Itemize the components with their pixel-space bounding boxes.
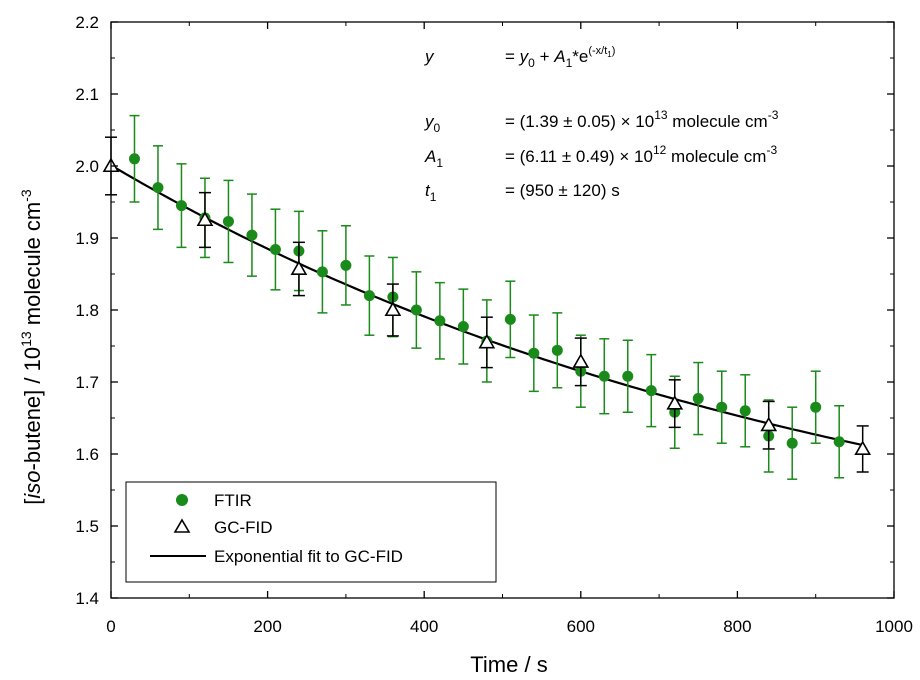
gcfid-point bbox=[384, 301, 402, 317]
ftir-point bbox=[551, 344, 563, 356]
x-tick-label: 800 bbox=[723, 617, 751, 636]
annotation-a1-value: = (6.11 ± 0.49) × 1012 molecule cm-3 bbox=[505, 143, 777, 166]
ftir-point bbox=[833, 436, 845, 448]
legend: FTIR GC-FID Exponential fit to GC-FID bbox=[125, 481, 497, 583]
y-tick-label: 1.7 bbox=[75, 373, 99, 392]
ftir-point bbox=[622, 370, 634, 382]
ftir-point bbox=[128, 153, 140, 165]
ftir-point bbox=[316, 266, 328, 278]
legend-gcfid-label: GC-FID bbox=[214, 518, 273, 537]
y-tick-label: 2.1 bbox=[75, 85, 99, 104]
ftir-point bbox=[175, 200, 187, 212]
gcfid-series bbox=[102, 136, 872, 473]
ftir-point bbox=[692, 393, 704, 405]
ftir-point bbox=[504, 313, 516, 325]
ftir-point bbox=[246, 229, 258, 241]
gcfid-point bbox=[196, 211, 214, 227]
annotation-sym-y0: y0 bbox=[424, 112, 441, 135]
y-tick-label: 2.2 bbox=[75, 13, 99, 32]
annotation-t1-value: = (950 ± 120) s bbox=[505, 181, 620, 200]
gcfid-point bbox=[572, 353, 590, 368]
legend-gcfid-marker bbox=[173, 518, 191, 533]
x-tick-label: 200 bbox=[253, 617, 281, 636]
ftir-series bbox=[128, 114, 845, 480]
axes: 0 200 400 600 800 1000 1.4 1.5 1.6 1.7 1.8 1.9 2.0 2.… bbox=[75, 13, 913, 636]
x-tick-label: 400 bbox=[410, 617, 438, 636]
ftir-point bbox=[716, 401, 728, 413]
x-tick-label: 600 bbox=[567, 617, 595, 636]
annotation-equation: = y0 + A1*e(-x/t1) bbox=[505, 45, 615, 70]
annotation-sym-t1: t1 bbox=[425, 181, 437, 204]
y-axis-title: [iso-butene] / 1013 molecule cm-3 bbox=[18, 189, 45, 505]
gcfid-point bbox=[854, 440, 872, 456]
ftir-point bbox=[810, 401, 822, 413]
ftir-point bbox=[598, 370, 610, 382]
ftir-point bbox=[786, 437, 798, 449]
ftir-point bbox=[363, 290, 375, 302]
ftir-point bbox=[152, 182, 164, 194]
x-axis-title: Time / s bbox=[470, 652, 547, 677]
ftir-point bbox=[269, 244, 281, 256]
ftir-point bbox=[457, 321, 469, 333]
gcfid-point bbox=[666, 394, 684, 410]
y-tick-label: 1.8 bbox=[75, 301, 99, 320]
ftir-point bbox=[222, 215, 234, 227]
legend-ftir-label: FTIR bbox=[214, 491, 252, 510]
ftir-point bbox=[410, 304, 422, 316]
y-tick-label: 2.0 bbox=[75, 157, 99, 176]
annotation-sym-a1: A1 bbox=[424, 147, 443, 170]
annotation-y0-value: = (1.39 ± 0.05) × 1013 molecule cm-3 bbox=[505, 108, 779, 131]
gcfid-point bbox=[290, 260, 308, 276]
ftir-point bbox=[434, 315, 446, 327]
ftir-point bbox=[340, 259, 352, 271]
ftir-point bbox=[645, 385, 657, 397]
gcfid-point bbox=[760, 416, 778, 432]
annotation-sym-y: y bbox=[424, 47, 435, 66]
gcfid-point bbox=[478, 333, 496, 349]
fit-annotation: y = y0 + A1*e(-x/t1) y0 = (1.39 ± 0.05) … bbox=[424, 45, 779, 204]
y-tick-label: 1.5 bbox=[75, 517, 99, 536]
x-tick-label: 1000 bbox=[875, 617, 913, 636]
x-tick-label: 0 bbox=[106, 617, 115, 636]
legend-fit-label: Exponential fit to GC-FID bbox=[214, 547, 403, 566]
ftir-point bbox=[739, 405, 751, 417]
y-tick-label: 1.9 bbox=[75, 229, 99, 248]
legend-ftir-marker bbox=[176, 494, 188, 506]
y-tick-label: 1.6 bbox=[75, 445, 99, 464]
ftir-point bbox=[528, 347, 540, 359]
y-tick-label: 1.4 bbox=[75, 589, 99, 608]
